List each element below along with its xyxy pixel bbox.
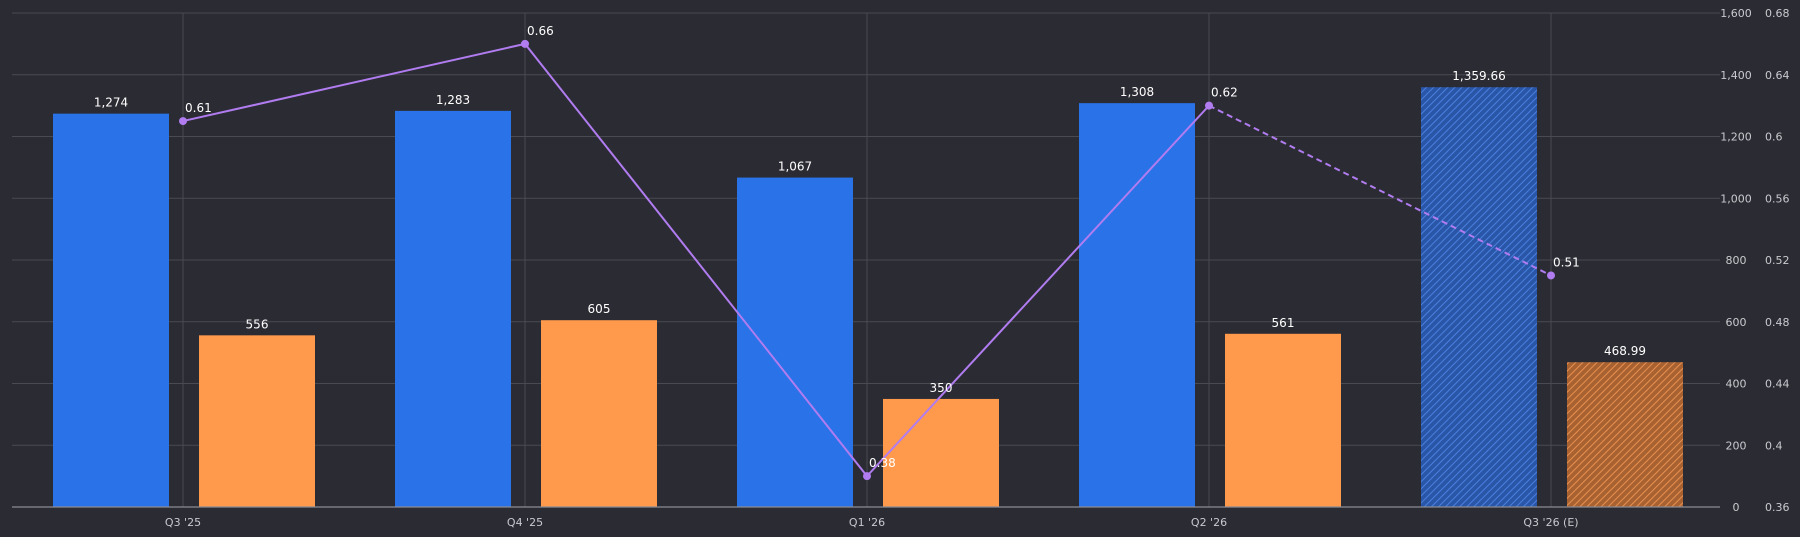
orange-bar[interactable] xyxy=(199,335,315,507)
blue-bar[interactable] xyxy=(395,110,511,507)
orange-bar-value-label: 468.99 xyxy=(1604,344,1646,358)
left-axis-tick-label: 0 xyxy=(1733,501,1740,514)
orange-bar[interactable] xyxy=(541,320,657,507)
left-axis-tick-label: 200 xyxy=(1726,439,1747,452)
orange-bar[interactable] xyxy=(1567,362,1683,507)
x-axis-category-label: Q3 '25 xyxy=(165,516,201,529)
left-axis-tick-label: 1,000 xyxy=(1720,192,1752,205)
left-axis-tick-label: 1,200 xyxy=(1720,131,1752,144)
left-axis-tick-label: 400 xyxy=(1726,378,1747,391)
right-axis-tick-label: 0.44 xyxy=(1765,378,1790,391)
right-axis-tick-label: 0.4 xyxy=(1765,439,1783,452)
left-axis-tick-label: 600 xyxy=(1726,316,1747,329)
line-point-value-label: 0.51 xyxy=(1553,255,1580,269)
right-axis-tick-label: 0.52 xyxy=(1765,254,1790,267)
right-axis-tick-label: 0.6 xyxy=(1765,131,1783,144)
x-axis-category-label: Q1 '26 xyxy=(849,516,885,529)
line-segment xyxy=(866,104,1210,477)
label-layer: 1,274 1,283 1,067 1,308 1,359.66 556 605 350 561… xyxy=(94,24,1646,470)
line-segment xyxy=(524,43,868,477)
orange-bar[interactable] xyxy=(883,398,999,507)
bar-layer xyxy=(53,87,1683,508)
blue-bar[interactable] xyxy=(737,177,853,507)
line-point[interactable] xyxy=(521,39,529,48)
right-axis-tick-label: 0.68 xyxy=(1765,7,1790,20)
right-axis-tick-label: 0.36 xyxy=(1765,501,1790,514)
blue-bar-value-label: 1,359.66 xyxy=(1452,69,1505,83)
left-axis-tick-label: 1,400 xyxy=(1720,69,1752,82)
x-axis-category-label: Q2 '26 xyxy=(1191,516,1227,529)
line-point[interactable] xyxy=(179,117,187,126)
orange-bar-value-label: 561 xyxy=(1272,316,1295,330)
line-layer xyxy=(179,39,1555,481)
blue-bar-value-label: 1,067 xyxy=(778,160,812,174)
line-point-value-label: 0.38 xyxy=(869,456,896,470)
blue-bar[interactable] xyxy=(53,113,169,507)
line-segment xyxy=(1208,104,1552,277)
orange-bar-value-label: 605 xyxy=(588,302,611,316)
blue-bar[interactable] xyxy=(1421,87,1537,508)
orange-bar-value-label: 350 xyxy=(930,381,953,395)
line-point[interactable] xyxy=(1205,101,1213,110)
line-point-value-label: 0.62 xyxy=(1211,86,1238,100)
line-point[interactable] xyxy=(863,472,871,481)
blue-bar-value-label: 1,308 xyxy=(1120,85,1154,99)
orange-bar-value-label: 556 xyxy=(246,317,269,331)
line-point-value-label: 0.61 xyxy=(185,101,212,115)
orange-bar[interactable] xyxy=(1225,333,1341,507)
x-axis-category-label: Q4 '25 xyxy=(507,516,543,529)
right-axis-tick-label: 0.48 xyxy=(1765,316,1790,329)
blue-bar-value-label: 1,283 xyxy=(436,93,470,107)
line-point-value-label: 0.66 xyxy=(527,24,554,38)
blue-bar-value-label: 1,274 xyxy=(94,96,128,110)
axis-layer: 0 200 400 600 800 1,000 1,200 1,400 1,600 0.36 0.4… xyxy=(12,7,1790,529)
blue-bar[interactable] xyxy=(1079,103,1195,507)
right-axis-tick-label: 0.64 xyxy=(1765,69,1790,82)
right-axis-tick-label: 0.56 xyxy=(1765,192,1790,205)
left-axis-tick-label: 800 xyxy=(1726,254,1747,267)
line-segment xyxy=(182,42,526,123)
left-axis-tick-label: 1,600 xyxy=(1720,7,1752,20)
line-point[interactable] xyxy=(1547,271,1555,280)
x-axis-category-label: Q3 '26 (E) xyxy=(1523,516,1578,529)
